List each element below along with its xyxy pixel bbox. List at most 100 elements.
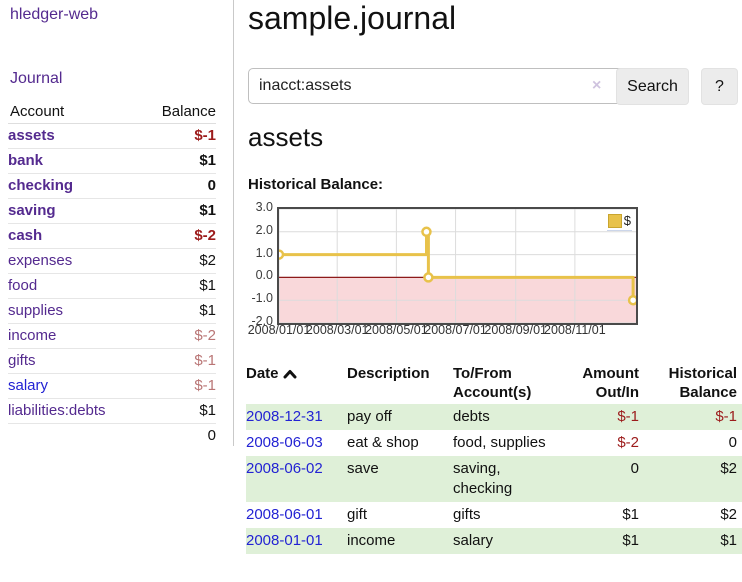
transaction-description: eat & shop	[347, 434, 419, 451]
transaction-accounts: food, supplies	[453, 434, 546, 451]
search-button[interactable]: Search	[616, 68, 689, 105]
column-header-date[interactable]: Date	[246, 362, 347, 404]
accounts-table: Account Balance assets $-1 bank $1 check…	[8, 100, 216, 448]
x-axis-tick: 2008/07/01	[424, 323, 487, 337]
transaction-accounts: salary	[453, 528, 569, 554]
transaction-description: gift	[347, 506, 368, 523]
search-input[interactable]	[248, 68, 632, 104]
accounts-total-row: 0	[8, 423, 216, 448]
transaction-row: 2008-12-31 pay off debts $-1 $-1	[246, 404, 742, 430]
register-table: Date Description To/From Account(s) Amoun…	[246, 362, 742, 554]
transaction-accounts: gifts	[453, 506, 481, 523]
x-axis-tick: 2008/09/01	[484, 323, 547, 337]
transaction-balance: $2	[641, 456, 742, 502]
account-balance: $-1	[194, 127, 216, 144]
account-row: bank $1	[8, 148, 216, 174]
account-link[interactable]: income	[8, 327, 57, 344]
account-row: expenses $2	[8, 248, 216, 274]
account-balance: $2	[141, 248, 216, 274]
account-balance: $1	[141, 148, 216, 174]
account-link[interactable]: checking	[8, 177, 74, 194]
account-balance: $1	[141, 298, 216, 324]
account-link[interactable]: cash	[8, 227, 43, 244]
account-balance: $1	[141, 273, 216, 299]
account-link[interactable]: expenses	[8, 252, 73, 269]
chart-label: Historical Balance:	[248, 176, 384, 193]
chart-canvas	[273, 208, 639, 324]
x-axis-tick: 2008/05/01	[365, 323, 428, 337]
transaction-date-link[interactable]: 2008-06-03	[246, 434, 323, 451]
transaction-balance: $1	[641, 528, 742, 554]
transaction-accounts: saving, checking	[453, 456, 569, 502]
x-axis-tick: 2008/11/01	[544, 323, 606, 337]
sort-asc-icon[interactable]	[283, 365, 297, 384]
y-axis-tick: -2.0	[251, 314, 273, 328]
clear-search-icon[interactable]: ×	[592, 77, 602, 94]
account-link[interactable]: salary	[8, 377, 49, 394]
y-axis-tick: 0.0	[255, 268, 273, 283]
transaction-row: 2008-06-03 eat & shop food, supplies $-2…	[246, 430, 742, 456]
transaction-balance: $2	[720, 506, 737, 523]
x-axis-tick: 2008/01/01	[247, 323, 311, 337]
sidebar-item-journal[interactable]: Journal	[10, 70, 63, 87]
transaction-description: save	[347, 456, 453, 502]
transaction-date-link[interactable]: 2008-06-01	[246, 506, 323, 523]
register-header-row: Date Description To/From Account(s) Amoun…	[246, 362, 742, 404]
transaction-row: 2008-06-02 save saving, checking 0 $2	[246, 456, 742, 502]
transaction-amount: $1	[569, 528, 641, 554]
account-link[interactable]: assets	[8, 127, 55, 144]
y-axis-tick: -1.0	[251, 291, 273, 306]
account-link[interactable]: bank	[8, 152, 44, 169]
account-row: liabilities:debts $1	[8, 398, 216, 424]
account-balance: $-2	[141, 223, 216, 249]
transaction-description: pay off	[347, 404, 453, 430]
account-link[interactable]: liabilities:debts	[8, 402, 106, 419]
account-balance: $1	[141, 398, 216, 424]
account-balance: $-1	[141, 348, 216, 374]
account-row: saving $1	[8, 198, 216, 224]
transaction-row: 2008-01-01 income salary $1 $1	[246, 528, 742, 554]
x-axis-tick: 2008/03/01	[305, 323, 369, 337]
account-row: gifts $-1	[8, 348, 216, 374]
transaction-accounts: debts	[453, 404, 569, 430]
transaction-amount: $-1	[569, 404, 641, 430]
accounts-header-row: Account Balance	[8, 100, 216, 124]
transaction-date-link[interactable]: 2008-01-01	[246, 532, 323, 549]
transaction-amount: $1	[622, 506, 639, 523]
historical-balance-chart: $	[273, 207, 639, 325]
legend-swatch-icon	[607, 213, 622, 228]
accounts-total: 0	[141, 423, 216, 448]
y-axis-tick: 3.0	[255, 200, 273, 214]
transaction-balance: $-1	[641, 404, 742, 430]
account-balance: 0	[141, 173, 216, 199]
legend-label: $	[623, 213, 631, 228]
account-row: assets $-1	[8, 124, 216, 149]
page-title: sample.journal	[248, 0, 457, 36]
transaction-row: 2008-06-01 gift gifts $1 $2	[246, 502, 742, 528]
account-balance: $-2	[141, 323, 216, 349]
column-header-amount: Amount Out/In	[582, 365, 639, 401]
brand-link[interactable]: hledger-web	[10, 6, 99, 23]
transaction-date-link[interactable]: 2008-06-02	[246, 460, 323, 477]
transaction-amount: $-2	[617, 434, 639, 451]
account-page-title: assets	[248, 122, 324, 152]
account-balance: $1	[141, 198, 216, 224]
column-header-accounts: To/From Account(s)	[453, 365, 532, 401]
column-header-balance: Historical Balance	[668, 365, 737, 401]
account-balance: $-1	[141, 373, 216, 399]
account-link[interactable]: saving	[8, 202, 56, 219]
column-header-description: Description	[347, 365, 430, 382]
transaction-description: income	[347, 528, 453, 554]
account-row: checking 0	[8, 173, 216, 199]
account-link[interactable]: gifts	[8, 352, 36, 369]
account-link[interactable]: supplies	[8, 302, 64, 319]
help-button[interactable]: ?	[701, 68, 738, 105]
y-axis-tick: 1.0	[255, 245, 273, 260]
transaction-amount: 0	[569, 456, 641, 502]
chart-legend: $	[606, 212, 632, 231]
account-row: salary $-1	[8, 373, 216, 399]
accounts-header-balance: Balance	[141, 100, 216, 124]
account-link[interactable]: food	[8, 277, 38, 294]
transaction-date-link[interactable]: 2008-12-31	[246, 408, 323, 425]
